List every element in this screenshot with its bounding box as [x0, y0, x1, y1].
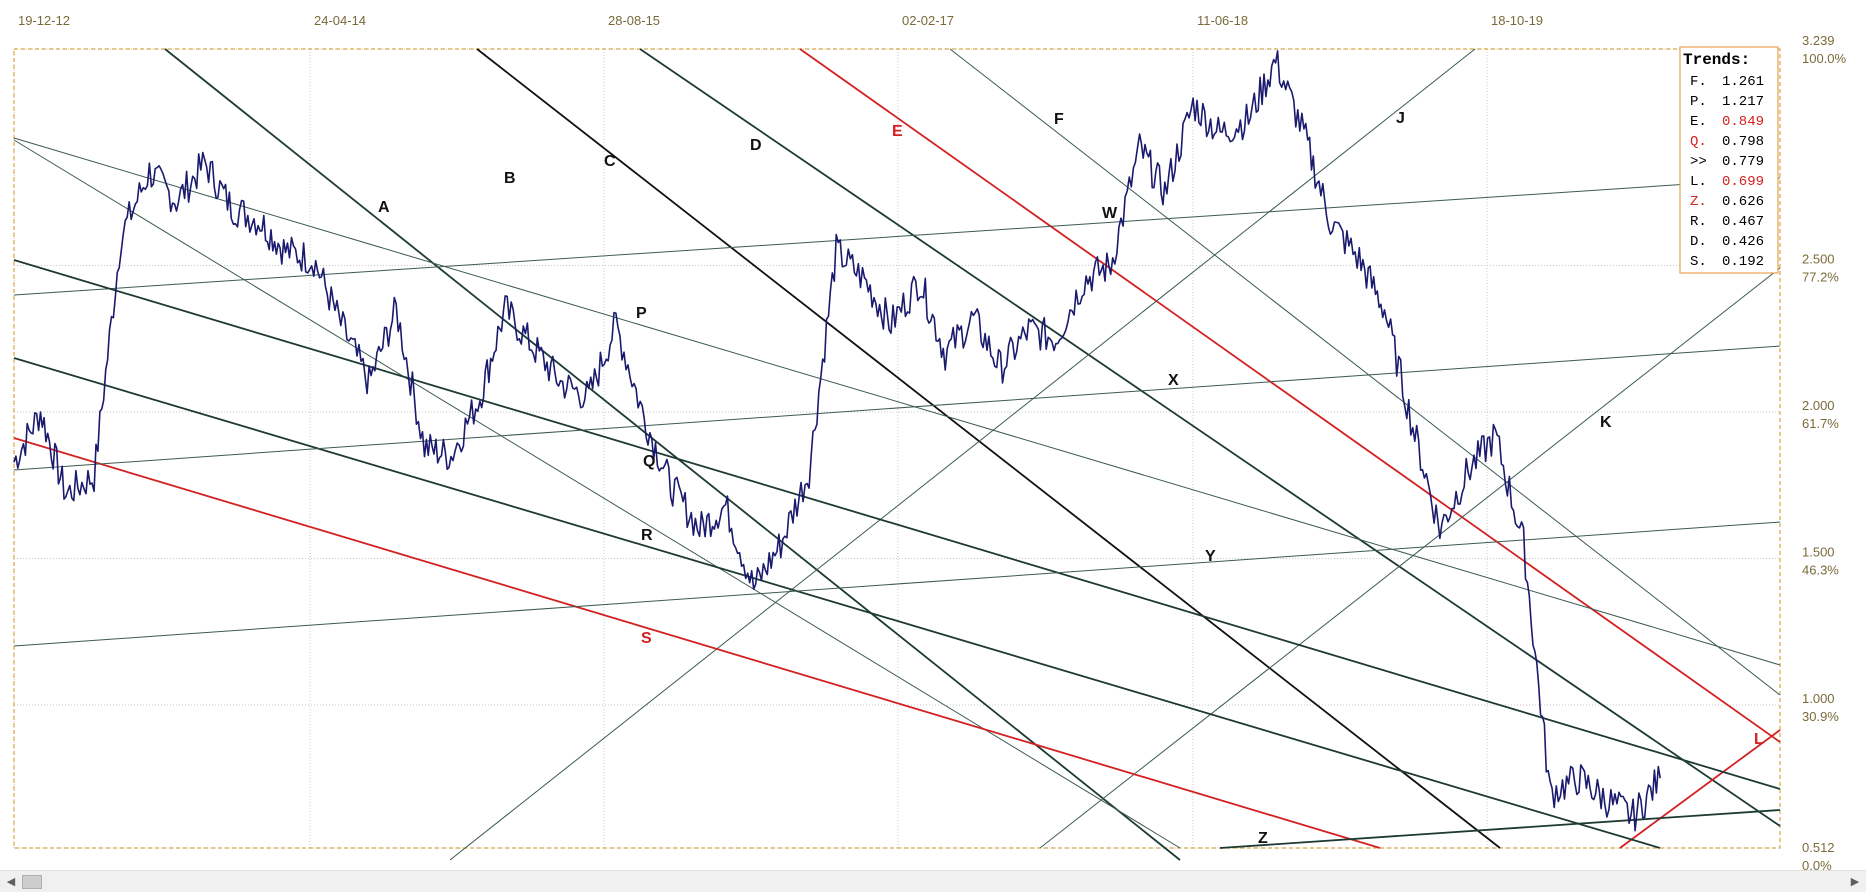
trendline-S — [13, 437, 1381, 849]
legend-entry-value: 0.192 — [1722, 254, 1764, 270]
trend-chart: A B C D E F J K L P Q R S W X Y Z 19-12-12 24-04-14 28-08-… — [13, 13, 1847, 870]
legend-entry-key: Q. — [1690, 134, 1707, 150]
price-tick-label: 1.000 — [1802, 691, 1835, 706]
legend-entry-key: S. — [1690, 254, 1707, 270]
legend-title: Trends: — [1683, 51, 1750, 69]
legend-entry-value: 0.467 — [1722, 214, 1764, 230]
trendline-label: J — [1396, 110, 1405, 127]
price-tick-label: 0.512 — [1802, 840, 1835, 855]
date-tick-label: 28-08-15 — [608, 13, 660, 28]
trendline-K — [1039, 267, 1781, 849]
trendline-label: C — [604, 153, 616, 170]
trendline-label: K — [1600, 414, 1612, 431]
date-tick-label: 19-12-12 — [18, 13, 70, 28]
trend-labels: A B C D E F J K L P Q R S W X Y Z — [378, 110, 1764, 847]
legend-entry-value: 0.849 — [1722, 114, 1764, 130]
trends-legend: Trends: F. 1.261 P. 1.217 E. 0.849 Q. 0.798 >> 0.7… — [1679, 46, 1779, 274]
price-line — [13, 50, 1661, 832]
trendline-X — [13, 345, 1781, 471]
trendline-A — [164, 48, 1181, 861]
legend-entry-key: R. — [1690, 214, 1707, 230]
axes: 19-12-12 24-04-14 28-08-15 02-02-17 11-06-18… — [18, 13, 1847, 870]
legend-entry-key: >> — [1690, 154, 1707, 170]
plot-border — [13, 48, 1781, 849]
legend-entry-value: 0.699 — [1722, 174, 1764, 190]
percent-tick-label: 46.3% — [1802, 563, 1839, 578]
legend-entry-value: 1.261 — [1722, 74, 1764, 90]
trendline-label: A — [378, 199, 390, 216]
legend-entry-value: 0.626 — [1722, 194, 1764, 210]
percent-tick-label: 30.9% — [1802, 709, 1839, 724]
trendline-label: P — [636, 305, 647, 322]
trendline-Q — [13, 259, 1781, 790]
price-tick-label: 2.000 — [1802, 398, 1835, 413]
trendline-Z — [1219, 809, 1781, 849]
price-tick-label: 2.500 — [1802, 252, 1835, 267]
price-tick-label: 1.500 — [1802, 545, 1835, 560]
legend-entry-key: Z. — [1690, 194, 1707, 210]
trendline-R — [13, 357, 1661, 849]
percent-tick-label: 100.0% — [1802, 51, 1847, 66]
legend-entry-key: E. — [1690, 114, 1707, 130]
scroll-thumb[interactable] — [22, 875, 42, 889]
legend-entry-key: D. — [1690, 234, 1707, 250]
trendline-label: F — [1054, 111, 1064, 128]
price-tick-label: 3.239 — [1802, 33, 1835, 48]
trendline-label: E — [892, 123, 903, 140]
legend-entry-value: 1.217 — [1722, 94, 1764, 110]
trendline-label: D — [750, 137, 762, 154]
trendline-P — [13, 177, 1781, 296]
percent-tick-label: 77.2% — [1802, 270, 1839, 285]
trendline-label: W — [1102, 205, 1118, 222]
date-tick-label: 18-10-19 — [1491, 13, 1543, 28]
trendline-label: L — [1754, 731, 1764, 748]
trendline-label: R — [641, 527, 653, 544]
trendline-W — [13, 137, 1781, 666]
trendline-label: Z — [1258, 830, 1268, 847]
price-series — [13, 50, 1661, 832]
legend-entry-key: L. — [1690, 174, 1707, 190]
trendline-F — [949, 48, 1781, 696]
legend-entry-key: P. — [1690, 94, 1707, 110]
trendline-E — [799, 48, 1781, 743]
trendlines — [13, 48, 1781, 861]
legend-entry-value: 0.779 — [1722, 154, 1764, 170]
legend-entry-key: F. — [1690, 74, 1707, 90]
percent-tick-label: 61.7% — [1802, 416, 1839, 431]
trendline-B — [13, 139, 1181, 849]
scroll-right-icon[interactable]: ▶ — [1850, 875, 1860, 888]
trendline-label: B — [504, 170, 516, 187]
trendline-C — [476, 48, 1501, 849]
trendline-Y — [13, 521, 1781, 647]
trendline-L — [1619, 729, 1781, 849]
legend-entry-value: 0.426 — [1722, 234, 1764, 250]
trendline-label: X — [1168, 372, 1179, 389]
trendline-label: Q — [643, 453, 655, 470]
date-tick-label: 24-04-14 — [314, 13, 366, 28]
trendline-J — [449, 48, 1476, 861]
trendline-label: Y — [1205, 548, 1216, 565]
grid-layer — [13, 48, 1781, 849]
legend-box — [1679, 46, 1779, 274]
date-tick-label: 02-02-17 — [902, 13, 954, 28]
trendline-D — [639, 48, 1781, 827]
trendline-label: S — [641, 630, 652, 647]
date-tick-label: 11-06-18 — [1197, 13, 1248, 28]
percent-tick-label: 0.0% — [1802, 858, 1832, 870]
horizontal-scrollbar[interactable]: ◀ ▶ — [0, 870, 1866, 892]
scroll-left-icon[interactable]: ◀ — [6, 875, 16, 888]
legend-entry-value: 0.798 — [1722, 134, 1764, 150]
